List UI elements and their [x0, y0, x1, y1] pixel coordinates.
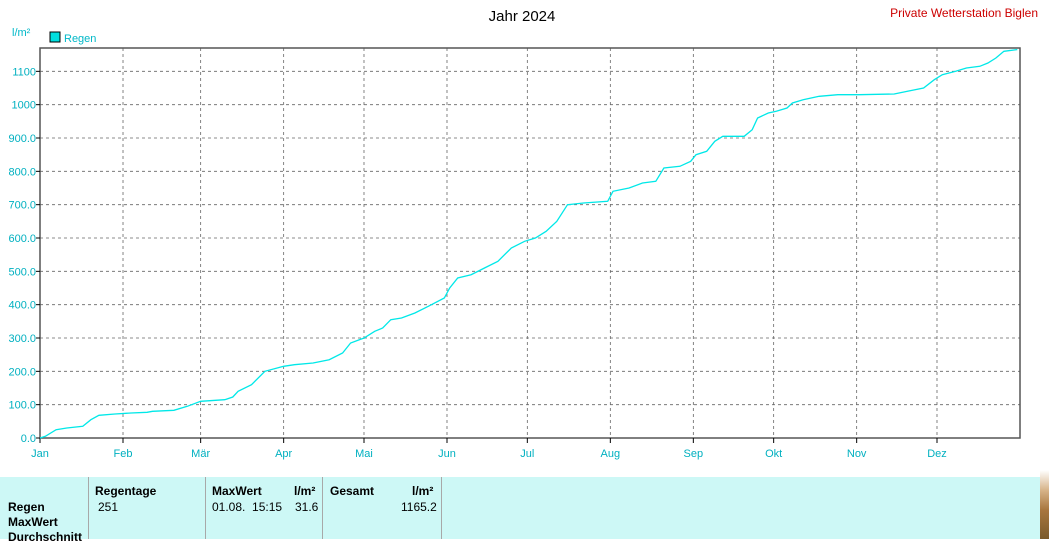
legend-swatch — [49, 31, 61, 43]
divider — [322, 477, 323, 539]
y-tick-label: 500.0 — [8, 266, 36, 278]
y-tick-label: 200.0 — [8, 366, 36, 378]
y-tick-label: 300.0 — [8, 333, 36, 345]
row-label-durchschnitt: Durchschnitt — [8, 530, 83, 544]
header-regentage: Regentage — [95, 484, 157, 498]
y-tick-label: 400.0 — [8, 300, 36, 312]
x-tick-label: Mär — [191, 448, 210, 460]
plot-area-frame — [39, 47, 1021, 439]
x-tick-label: Sep — [684, 448, 704, 460]
divider — [441, 477, 442, 539]
y-tick-label: 800.0 — [8, 166, 36, 178]
regentage-value: 251 — [98, 500, 119, 514]
summary-panel: Regentage MaxWert l/m² Gesamt l/m² Regen… — [0, 477, 1040, 544]
y-tick-label: 1000 — [12, 100, 36, 112]
x-tick-label: Mai — [355, 448, 373, 460]
gesamt-value: 1165.2 — [401, 500, 437, 514]
legend-label: Regen — [64, 33, 96, 45]
x-tick-label: Dez — [927, 448, 947, 460]
y-tick-label: 600.0 — [8, 233, 36, 245]
header-maxwert: MaxWert — [212, 484, 262, 498]
maxwert-time: 01.08. 15:15 — [212, 500, 283, 514]
chart-title: Jahr 2024 — [489, 8, 556, 25]
divider — [205, 477, 206, 539]
row-label-maxwert: MaxWert — [8, 515, 58, 529]
x-tick-label: Aug — [601, 448, 621, 460]
x-tick-label: Nov — [847, 448, 867, 460]
header-maxwert-unit: l/m² — [294, 484, 316, 498]
y-axis-unit: l/m² — [12, 27, 31, 39]
y-tick-label: 0.0 — [21, 433, 36, 445]
x-tick-label: Jun — [438, 448, 456, 460]
y-axis: 0.0 100.0 200.0 300.0 400.0 500.0 600.0 700.0 80… — [8, 66, 40, 445]
row-label-regen: Regen — [8, 500, 45, 514]
x-tick-label: Jan — [31, 448, 49, 460]
y-tick-label: 100.0 — [8, 400, 36, 412]
x-tick-label: Okt — [765, 448, 782, 460]
x-tick-label: Apr — [275, 448, 292, 460]
station-name: Private Wetterstation Biglen — [890, 6, 1038, 20]
y-tick-label: 1100 — [12, 66, 36, 78]
rain-chart: Jahr 2024 l/m² Regen 0.0 100.0 200.0 300.0 4… — [8, 8, 1021, 460]
background-strip — [1040, 0, 1049, 539]
header-gesamt: Gesamt — [330, 484, 375, 498]
header-gesamt-unit: l/m² — [412, 484, 434, 498]
grid — [40, 48, 1020, 438]
maxwert-value: 31.6 — [295, 500, 319, 514]
divider — [88, 477, 89, 539]
y-tick-label: 900.0 — [8, 133, 36, 145]
series-line-regen — [39, 48, 1018, 439]
x-tick-label: Feb — [114, 448, 133, 460]
x-axis: Jan Feb Mär Apr Mai Jun Jul Aug Sep Okt Nov Dez — [31, 438, 947, 460]
y-tick-label: 700.0 — [8, 200, 36, 212]
x-tick-label: Jul — [520, 448, 534, 460]
